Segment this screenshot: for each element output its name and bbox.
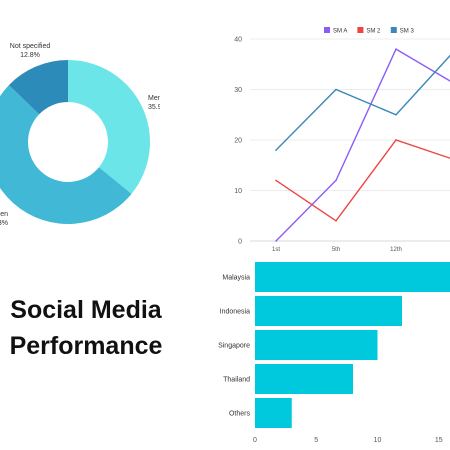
bar [255, 262, 450, 292]
data-point [395, 139, 397, 141]
y-tick-label: 20 [234, 138, 242, 145]
slice-name-label: Not specified [10, 43, 51, 50]
y-tick-label: 40 [234, 37, 242, 44]
legend-label: SM 3 [400, 29, 415, 35]
legend-swatch [324, 27, 330, 33]
slice-name-label: Men [148, 95, 160, 102]
slice-value-label: 12.8% [20, 52, 40, 59]
slice-name-label: Women [0, 211, 8, 218]
data-point [335, 220, 337, 222]
legend-label: SM A [333, 29, 347, 35]
bar [255, 398, 292, 428]
y-category-label: Others [229, 411, 251, 418]
donut-chart: Men 35.9% Women 51.3% Not specified 12.8% [0, 43, 160, 227]
data-point [275, 240, 277, 242]
x-tick-label: 1st [272, 247, 280, 253]
data-point [335, 88, 337, 91]
legend-swatch [390, 27, 397, 33]
series-line-sm-a [275, 48, 450, 242]
slice-value-label: 51.3% [0, 220, 8, 227]
donut-slice-men [68, 60, 150, 194]
y-tick-label: 0 [238, 239, 242, 246]
x-tick-label: 10 [374, 437, 382, 444]
x-tick-label: 15 [435, 437, 443, 444]
donut-slice-women [0, 85, 132, 224]
y-tick-label: 10 [234, 188, 242, 195]
data-point [335, 179, 337, 182]
page-title: Social Media Performance [0, 292, 172, 364]
title-line-1: Social Media [10, 296, 162, 324]
y-category-label: Thailand [223, 377, 250, 384]
series-line-sm-3 [275, 54, 450, 151]
slice-value-label: 35.9% [148, 104, 160, 111]
bar [255, 330, 378, 360]
x-tick-label: 5 [314, 437, 318, 444]
y-tick-label: 30 [234, 87, 242, 94]
bar [255, 296, 402, 326]
bar [255, 364, 353, 394]
legend-label: SM 2 [366, 29, 381, 35]
x-tick-label: 0 [253, 437, 257, 444]
data-point [395, 113, 397, 116]
x-tick-label: 5th [332, 247, 340, 253]
x-tick-label: 12th [390, 247, 402, 253]
y-category-label: Singapore [218, 343, 250, 350]
series-line-sm-2 [275, 139, 450, 222]
data-point [395, 48, 397, 50]
y-category-label: Indonesia [220, 309, 250, 316]
y-category-label: Malaysia [222, 275, 250, 282]
data-point [275, 179, 277, 182]
bar-chart: Malaysia Indonesia Singapore Thailand Others… [218, 262, 450, 444]
donut-slice-not-specified [8, 60, 68, 115]
legend-swatch [357, 27, 364, 33]
data-point [275, 149, 277, 151]
title-line-2: Performance [9, 332, 163, 360]
line-chart: 0 10 20 30 40 1st 5th 12th SM A SM 2 SM 3 [234, 27, 450, 253]
